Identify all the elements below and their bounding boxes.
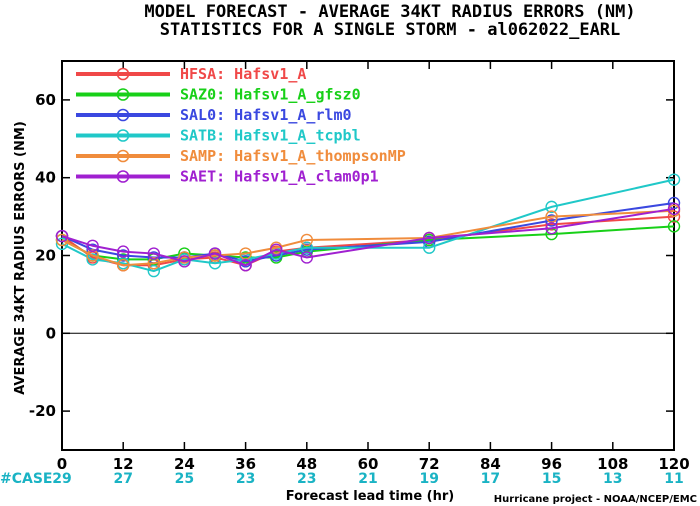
chart-subtitle: STATISTICS FOR A SINGLE STORM - al062022… xyxy=(160,20,621,40)
series-marker xyxy=(667,202,681,216)
series-marker xyxy=(667,220,681,233)
x-tick-label: 120 xyxy=(658,455,689,473)
series-marker xyxy=(545,222,558,235)
plot-layer: -200204060029122724253623482360217219841… xyxy=(29,60,690,487)
series-marker xyxy=(208,257,222,270)
series-marker xyxy=(86,253,99,266)
case-count: 15 xyxy=(542,471,561,487)
y-axis-label: AVERAGE 34KT RADIUS ERRORS (NM) xyxy=(13,121,28,395)
series-marker xyxy=(147,257,161,270)
y-tick-label: -20 xyxy=(29,402,56,420)
series-marker xyxy=(55,229,69,243)
series-marker xyxy=(300,233,313,247)
x-tick-label: 72 xyxy=(419,455,440,473)
y-tick-label: 0 xyxy=(46,324,56,342)
case-count: 21 xyxy=(358,471,377,487)
case-count: 17 xyxy=(481,471,500,487)
x-tick-label: 60 xyxy=(358,455,379,473)
legend-marker xyxy=(116,88,130,101)
x-axis-label: Forecast lead time (hr) xyxy=(286,489,454,504)
legend-label: SAET: Hafsv1_A_clam0p1 xyxy=(180,168,379,186)
y-tick-label: 40 xyxy=(35,169,56,187)
legend-label: SAMP: Hafsv1_A_thompsonMP xyxy=(180,147,406,165)
legend-marker xyxy=(116,67,130,81)
series-marker xyxy=(423,231,436,245)
case-label: #CASE xyxy=(0,471,53,487)
series-marker xyxy=(667,196,681,210)
legend-label: SAZ0: Hafsv1_A_gfsz0 xyxy=(180,86,361,104)
case-count: 23 xyxy=(236,471,255,487)
x-tick-label: 0 xyxy=(57,455,67,473)
credit-text: Hurricane project - NOAA/NCEP/EMC xyxy=(494,494,697,505)
series-marker xyxy=(147,247,161,260)
series-marker xyxy=(300,251,313,264)
series-marker xyxy=(545,214,558,227)
case-count: 27 xyxy=(113,471,132,487)
series-marker xyxy=(116,259,130,272)
series-marker xyxy=(667,173,681,186)
y-tick-label: 20 xyxy=(35,247,56,265)
case-count: 23 xyxy=(297,471,316,487)
series-marker xyxy=(545,218,558,231)
x-tick-label: 84 xyxy=(480,455,501,473)
case-count: 13 xyxy=(603,471,622,487)
x-tick-label: 24 xyxy=(174,455,195,473)
series-marker xyxy=(270,243,283,256)
case-count: 11 xyxy=(664,471,683,487)
series-marker xyxy=(208,247,222,260)
case-count: 19 xyxy=(419,471,438,487)
series-marker xyxy=(116,245,130,258)
y-tick-label: 60 xyxy=(35,91,56,109)
case-count: 25 xyxy=(175,471,194,487)
plot-frame xyxy=(61,60,675,451)
legend-marker xyxy=(116,108,130,122)
x-tick-label: 108 xyxy=(597,455,628,473)
series-marker xyxy=(545,200,558,214)
case-count: 29 xyxy=(52,471,71,487)
series-marker xyxy=(55,233,69,247)
series-marker xyxy=(178,251,191,264)
series-marker xyxy=(300,241,313,254)
series-marker xyxy=(147,264,161,278)
x-tick-label: 48 xyxy=(296,455,317,473)
series-marker xyxy=(423,241,436,254)
legend-label: HFSA: Hafsv1_A xyxy=(180,65,306,83)
x-tick-label: 96 xyxy=(541,455,562,473)
legend-label: SAL0: Hafsv1_A_rlm0 xyxy=(180,106,352,124)
x-tick-label: 12 xyxy=(113,455,134,473)
legend-marker xyxy=(116,170,130,183)
series-marker xyxy=(86,239,99,252)
x-tick-label: 36 xyxy=(235,455,256,473)
legend-marker xyxy=(116,149,130,163)
chart-title: MODEL FORECAST - AVERAGE 34KT RADIUS ERR… xyxy=(144,2,635,22)
series-marker xyxy=(86,249,99,262)
legend-marker xyxy=(116,129,130,142)
series-marker xyxy=(116,249,130,262)
series-marker xyxy=(239,259,252,272)
legend-label: SATB: Hafsv1_A_tcpbl xyxy=(180,127,361,145)
series-marker xyxy=(178,255,191,268)
